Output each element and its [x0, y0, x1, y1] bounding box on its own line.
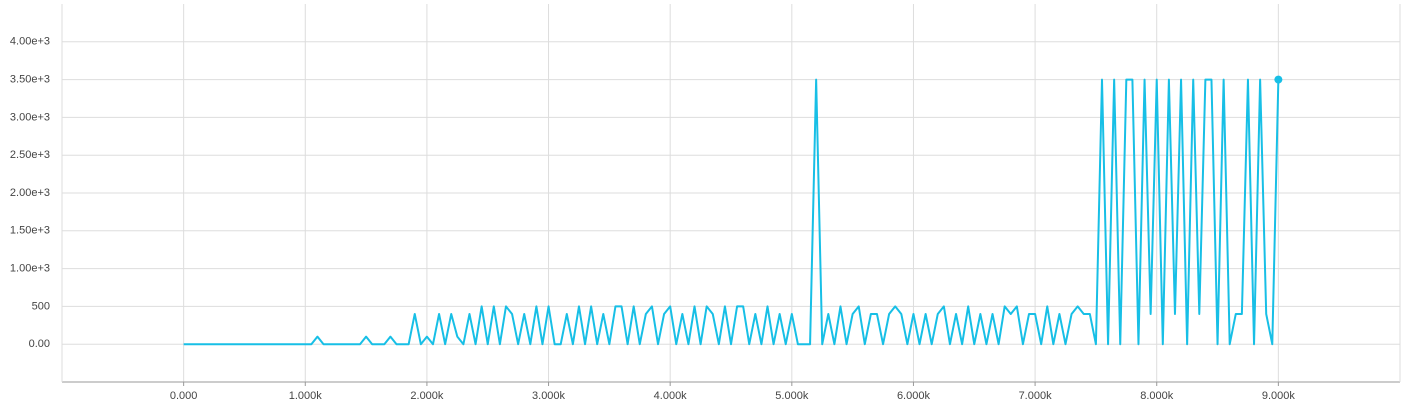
- x-tick-label: 7.000k: [1019, 390, 1053, 402]
- x-tick-label: 5.000k: [775, 390, 809, 402]
- y-tick-label: 0.00: [29, 338, 50, 350]
- x-tick-label: 2.000k: [410, 390, 444, 402]
- x-tick-label: 9.000k: [1262, 390, 1296, 402]
- x-tick-label: 8.000k: [1140, 390, 1174, 402]
- y-tick-label: 2.00e+3: [10, 187, 50, 199]
- y-tick-label: 4.00e+3: [10, 36, 50, 48]
- y-tick-label: 3.50e+3: [10, 74, 50, 86]
- last-point: [1274, 75, 1283, 84]
- y-tick-label: 1.50e+3: [10, 225, 50, 237]
- y-tick-label: 1.00e+3: [10, 263, 50, 275]
- line: [183, 78, 1280, 346]
- x-tick-label: 6.000k: [897, 390, 931, 402]
- x-tick-label: 4.000k: [654, 390, 688, 402]
- y-tick-label: 3.00e+3: [10, 111, 50, 123]
- x-tick-label: 1.000k: [289, 390, 323, 402]
- x-tick-label: 0.000: [170, 390, 198, 402]
- x-tick-label: 3.000k: [532, 390, 566, 402]
- y-tick-label: 500: [32, 300, 50, 312]
- y-tick-label: 2.50e+3: [10, 149, 50, 161]
